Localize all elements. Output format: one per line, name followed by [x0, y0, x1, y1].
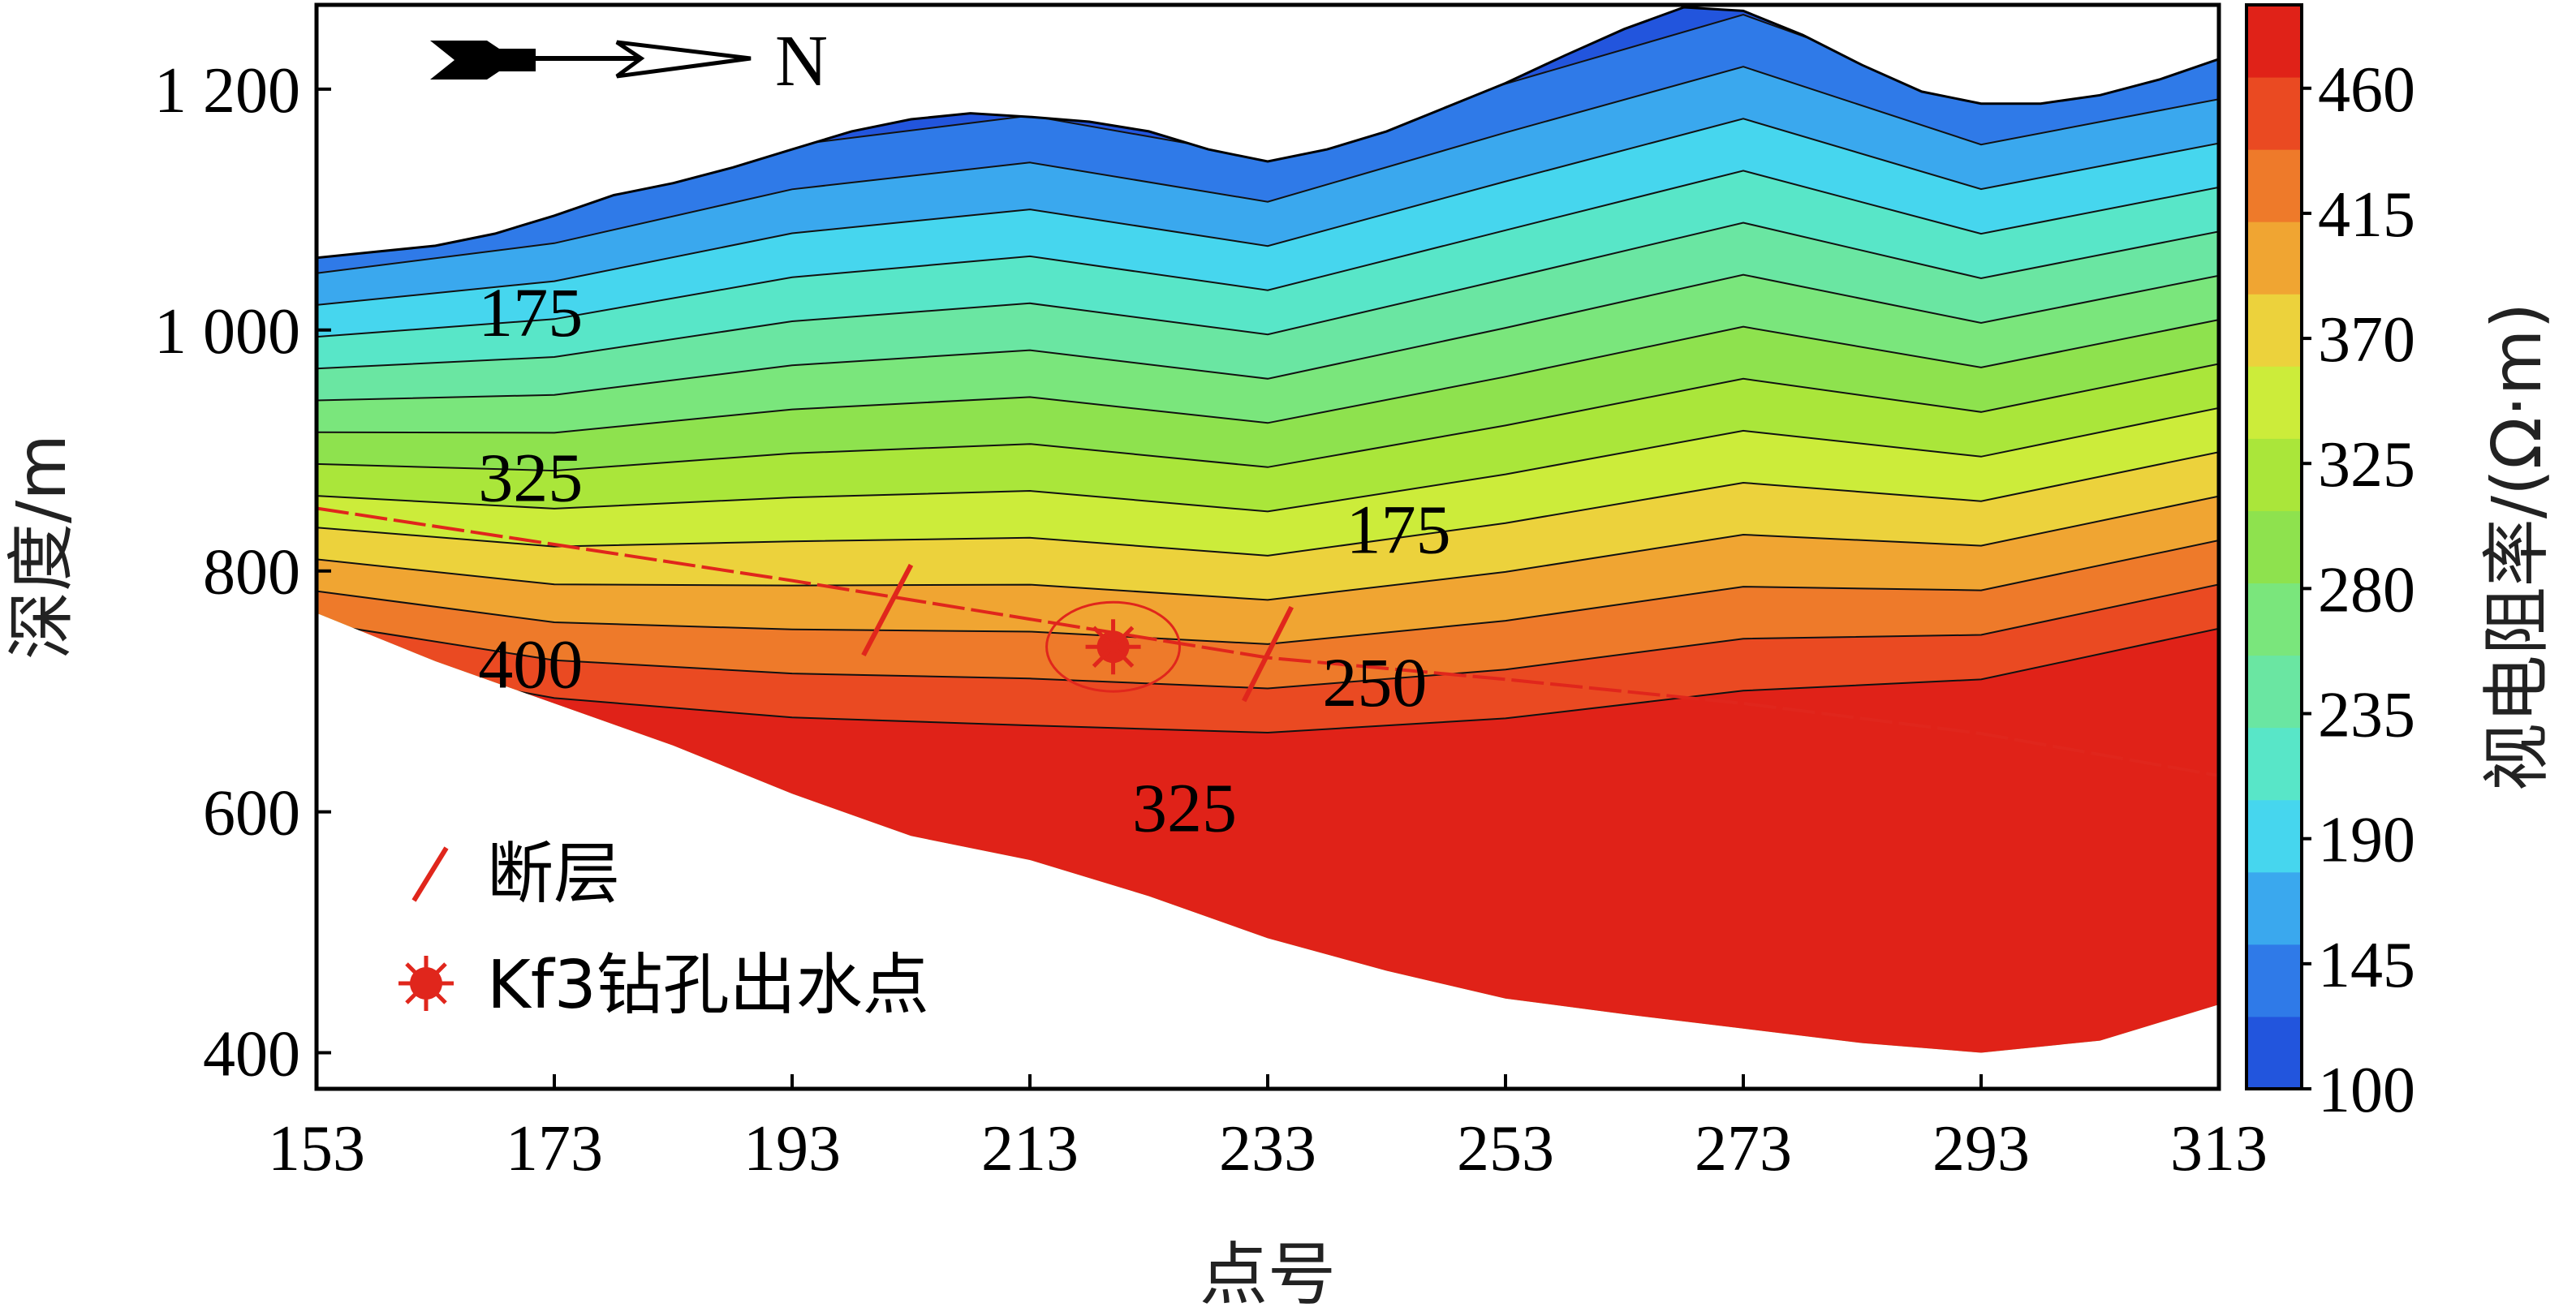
contour-line — [317, 540, 2219, 645]
colorbar-tick-label: 190 — [2318, 805, 2415, 876]
north-arrow-icon — [430, 41, 536, 80]
north-arrow-head — [615, 40, 752, 79]
contour-line — [317, 451, 2219, 557]
y-axis-title: 深度/m — [2, 434, 81, 660]
legend-label-fault: 断层 — [487, 836, 620, 913]
contour-line — [317, 495, 2219, 601]
plot-area: 175 325 175 400 250 325 — [317, 5, 2219, 1089]
colorbar-swatch — [2246, 871, 2302, 945]
y-tick-label: 800 — [203, 537, 300, 609]
colorbar-swatch — [2246, 438, 2302, 511]
contour-label: 175 — [1346, 490, 1451, 568]
colorbar-tick-label: 280 — [2318, 554, 2415, 626]
contour-line — [317, 66, 2219, 274]
colorbar-swatch — [2246, 5, 2302, 78]
resistivity-band — [317, 222, 2219, 401]
resistivity-band — [317, 584, 2219, 733]
contour-line — [317, 273, 2219, 402]
surface-profile-line — [317, 6, 2219, 260]
contour-line — [317, 363, 2219, 472]
contour-line — [317, 319, 2219, 434]
colorbar-swatch — [2246, 294, 2302, 367]
contour-line — [317, 583, 2219, 690]
y-tick-label: 400 — [203, 1018, 300, 1090]
y-tick-label: 600 — [203, 778, 300, 849]
fault-marker — [1242, 605, 1294, 703]
y-tick-label: 1 200 — [154, 55, 300, 127]
contour-labels: 175 325 175 400 250 325 — [478, 273, 1450, 846]
north-label: N — [775, 21, 828, 101]
colorbar-swatch — [2246, 149, 2302, 222]
x-tick-label: 313 — [2170, 1113, 2268, 1185]
x-tick-label: 273 — [1695, 1113, 1792, 1185]
colorbar-swatch — [2246, 583, 2302, 656]
colorbar-swatch — [2246, 799, 2302, 873]
resistivity-band — [317, 363, 2219, 512]
resistivity-band — [317, 274, 2219, 433]
colorbar-swatch — [2246, 221, 2302, 295]
colorbar-swatch — [2246, 1016, 2302, 1090]
colorbar-tick-label: 100 — [2318, 1055, 2415, 1126]
fault-marker — [861, 563, 914, 656]
x-axis-title: 点号 — [1200, 1235, 1336, 1314]
resistivity-band — [317, 452, 2219, 600]
x-axis: 153 173 193 213 233 253 273 293 313 — [268, 1074, 2268, 1185]
x-tick-label: 233 — [1219, 1113, 1316, 1185]
contour-label: 400 — [478, 626, 583, 703]
x-tick-label: 193 — [743, 1113, 841, 1185]
resistivity-band — [317, 170, 2219, 369]
resistivity-band — [317, 320, 2219, 471]
y-axis: 400 600 800 1 000 1 200 — [154, 55, 331, 1090]
contour-label: 325 — [1132, 768, 1237, 846]
resistivity-band — [317, 496, 2219, 644]
colorbar-swatch — [2246, 77, 2302, 150]
resistivity-band — [317, 540, 2219, 689]
colorbar-tick-label: 415 — [2318, 179, 2415, 251]
contour-line — [317, 118, 2219, 306]
colorbar-tick-label: 235 — [2318, 680, 2415, 751]
colorbar-tick-label: 370 — [2318, 304, 2415, 376]
borehole-circle — [1045, 600, 1182, 693]
colorbar-swatch — [2246, 510, 2302, 584]
x-tick-label: 253 — [1457, 1113, 1554, 1185]
fault-markers — [861, 563, 1294, 703]
colorbar-swatch — [2246, 727, 2302, 801]
borehole-legend-icon — [398, 956, 454, 1011]
contour-line — [317, 627, 2219, 734]
contour-line — [317, 170, 2219, 338]
borehole-star — [1085, 619, 1141, 675]
colorbar-swatch — [2246, 944, 2302, 1017]
resistivity-band — [317, 15, 2219, 273]
north-arrow: N — [430, 21, 828, 101]
x-tick-label: 293 — [1932, 1113, 2030, 1185]
x-tick-label: 153 — [268, 1113, 365, 1185]
resistivity-band — [317, 67, 2219, 305]
contour-label: 175 — [478, 273, 583, 351]
x-tick-label: 173 — [506, 1113, 603, 1185]
x-tick-label: 213 — [981, 1113, 1079, 1185]
colorbar-frame — [2245, 3, 2303, 1090]
y-tick-label: 1 000 — [154, 296, 300, 368]
colorbar-swatch — [2246, 655, 2302, 729]
borehole-marker — [1045, 600, 1182, 693]
fault-legend-icon — [411, 846, 449, 902]
legend: 断层 Kf3钻孔出水点 — [398, 836, 929, 1024]
legend-label-borehole: Kf3钻孔出水点 — [487, 947, 929, 1024]
colorbar-swatch — [2246, 366, 2302, 439]
contour-label: 250 — [1322, 643, 1427, 721]
contour-line — [317, 221, 2219, 370]
colorbar: 100 145 190 235 280 325 370 415 460 — [2245, 3, 2415, 1126]
colorbar-tick-label: 145 — [2318, 930, 2415, 1001]
colorbar-tick-label: 460 — [2318, 54, 2415, 126]
resistivity-band — [317, 118, 2219, 338]
colorbar-label: 视电阻率/(Ω·m) — [2477, 303, 2557, 792]
resistivity-band — [317, 407, 2219, 556]
contour-line — [317, 406, 2219, 513]
colorbar-tick-label: 325 — [2318, 429, 2415, 501]
contour-label: 325 — [478, 439, 583, 517]
